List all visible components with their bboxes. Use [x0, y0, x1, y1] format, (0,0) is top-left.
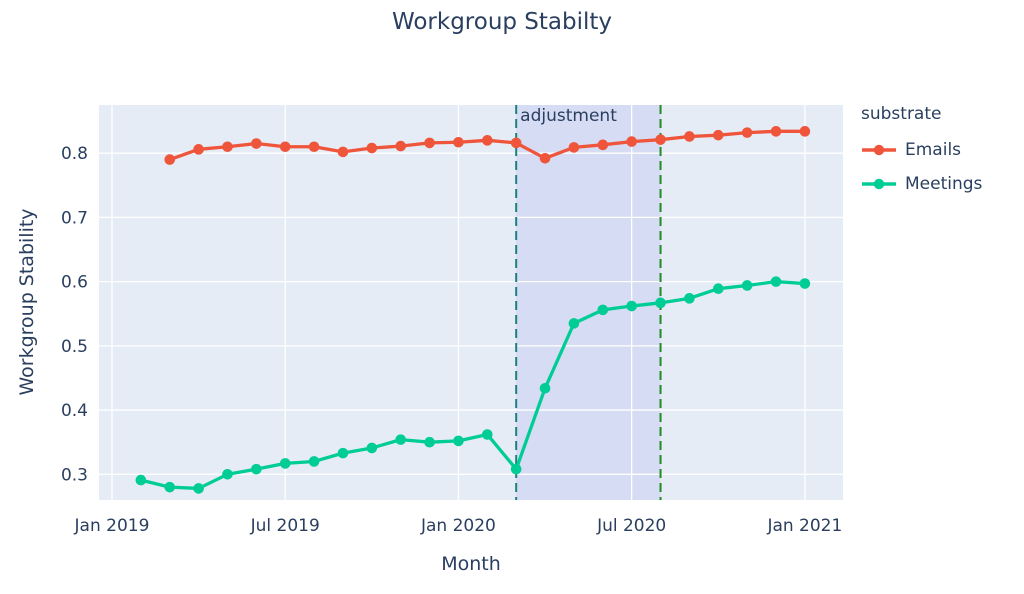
emails-data-point[interactable] — [741, 127, 753, 138]
meetings-data-point[interactable] — [482, 429, 493, 440]
meetings-data-point[interactable] — [626, 300, 637, 312]
emails-data-point[interactable] — [482, 135, 493, 146]
meetings-data-point[interactable] — [453, 435, 464, 447]
meetings-data-point[interactable] — [712, 283, 724, 294]
emails-data-point[interactable] — [626, 136, 637, 147]
emails-data-point[interactable] — [655, 134, 666, 145]
y-tick-label: 0.4 — [61, 401, 88, 421]
x-tick-label: Jul 2020 — [596, 516, 666, 536]
meetings-data-point[interactable] — [337, 447, 349, 459]
emails-data-point[interactable] — [799, 126, 811, 137]
emails-data-point[interactable] — [279, 141, 291, 153]
adjustment-annotation: adjustment — [520, 106, 617, 126]
y-tick-label: 0.6 — [61, 273, 88, 293]
meetings-data-point[interactable] — [395, 434, 406, 445]
emails-data-point[interactable] — [222, 141, 233, 153]
legend: substrate Emails Meetings — [861, 104, 982, 205]
x-tick-label: Jan 2021 — [766, 516, 842, 536]
chart-title: Workgroup Stabilty — [391, 9, 613, 35]
x-axis-title: Month — [441, 553, 501, 575]
emails-data-point[interactable] — [684, 131, 695, 142]
meetings-data-point[interactable] — [135, 474, 147, 486]
meetings-data-point[interactable] — [222, 469, 233, 480]
meetings-data-point[interactable] — [510, 463, 522, 475]
emails-data-point[interactable] — [395, 140, 406, 152]
emails-data-point[interactable] — [510, 137, 522, 149]
meetings-data-point[interactable] — [251, 463, 262, 475]
y-axis-title: Workgroup Stability — [16, 208, 38, 396]
emails-data-point[interactable] — [366, 142, 378, 154]
meetings-line-swatch-icon — [862, 178, 896, 190]
legend-label-meetings: Meetings — [905, 174, 983, 194]
x-tick-label: Jul 2019 — [250, 516, 320, 536]
meetings-data-point[interactable] — [770, 276, 782, 287]
plot-background — [99, 105, 843, 500]
emails-data-point[interactable] — [712, 129, 724, 141]
emails-line-swatch-icon — [862, 144, 896, 156]
meetings-data-point[interactable] — [366, 442, 378, 454]
meetings-data-point[interactable] — [308, 456, 320, 467]
y-tick-label: 0.8 — [61, 144, 88, 164]
meetings-data-point[interactable] — [741, 280, 753, 291]
y-tick-label: 0.3 — [61, 465, 88, 485]
meetings-data-point[interactable] — [655, 297, 666, 309]
y-tick-label: 0.7 — [61, 208, 88, 228]
emails-data-point[interactable] — [597, 139, 609, 151]
emails-data-point[interactable] — [539, 153, 551, 164]
emails-data-point[interactable] — [337, 146, 349, 158]
emails-data-point[interactable] — [164, 154, 176, 165]
emails-data-point[interactable] — [251, 138, 262, 149]
x-tick-label: Jan 2020 — [420, 516, 496, 536]
meetings-data-point[interactable] — [424, 436, 435, 448]
adjustment-region — [516, 105, 661, 500]
meetings-data-point[interactable] — [568, 318, 580, 329]
emails-data-point[interactable] — [568, 142, 580, 153]
meetings-data-point[interactable] — [164, 481, 176, 493]
meetings-data-point[interactable] — [193, 483, 204, 494]
meetings-data-point[interactable] — [799, 278, 811, 289]
meetings-data-point[interactable] — [279, 458, 291, 469]
x-tick-label: Jan 2019 — [74, 516, 150, 536]
legend-item-emails[interactable]: Emails — [861, 137, 982, 163]
emails-data-point[interactable] — [770, 126, 782, 137]
emails-data-point[interactable] — [453, 136, 464, 148]
legend-title: substrate — [861, 104, 942, 124]
meetings-data-point[interactable] — [684, 293, 695, 304]
emails-data-point[interactable] — [308, 141, 320, 153]
emails-data-point[interactable] — [193, 144, 204, 155]
y-tick-label: 0.5 — [61, 337, 88, 357]
meetings-data-point[interactable] — [539, 382, 551, 394]
meetings-data-point[interactable] — [597, 304, 609, 316]
emails-data-point[interactable] — [424, 137, 435, 149]
legend-label-emails: Emails — [905, 140, 962, 160]
legend-item-meetings[interactable]: Meetings — [861, 171, 982, 197]
